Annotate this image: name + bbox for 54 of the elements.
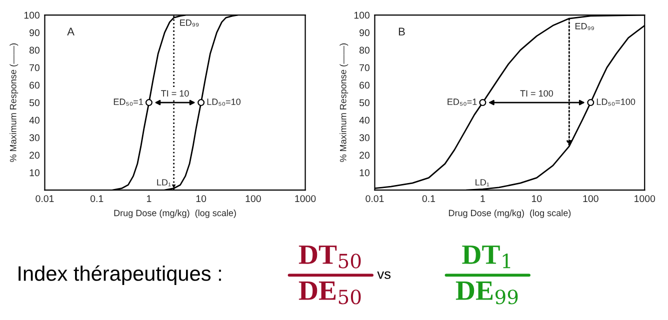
y-tick-label: 10 (360, 169, 370, 176)
text: DE$_{50}$ (298, 282, 361, 304)
x-tick-label: 0.01 (36, 195, 54, 202)
y-tick-label: 50 (29, 99, 40, 106)
y-tick-label: 20 (30, 152, 40, 159)
y-axis-title: % Maximum Response (——) (340, 43, 348, 162)
annotation: A (67, 28, 74, 36)
y-tick-label: 10 (30, 169, 40, 176)
annotation: LD₅₀=100 (596, 98, 636, 106)
text: DE$_{99}$ (456, 282, 518, 304)
x-axis-title: Drug Dose (mg/kg) (log scale) (114, 210, 236, 218)
annotation: ED₅₀=1 (114, 98, 143, 106)
y-tick-label: 30 (29, 134, 40, 142)
text: vs (377, 271, 391, 279)
y-tick-label: 40 (29, 116, 40, 124)
x-axis-title: Drug Dose (mg/kg) (log scale) (448, 210, 571, 218)
text: DT$_{50}$ (298, 246, 361, 268)
y-tick-label: 70 (360, 64, 370, 72)
x-tick-label: 100 (246, 195, 261, 202)
annotation: TI = 100 (520, 90, 554, 97)
annotation: LD₁ (157, 179, 171, 186)
y-tick-label: 50 (359, 99, 370, 106)
x-tick-label: 10 (532, 195, 542, 202)
x-tick-label: 1000 (634, 195, 656, 202)
y-tick-label: 90 (30, 29, 40, 36)
annotation: TI = 10 (161, 90, 189, 97)
y-tick-label: 80 (359, 46, 370, 54)
annotation: B (398, 28, 405, 36)
annotation: ED₉₉ (180, 20, 199, 27)
y-tick-label: 100 (24, 12, 40, 19)
annotation: LD₅₀=10 (207, 98, 241, 106)
x-tick-label: 1000 (295, 195, 316, 202)
y-tick-label: 30 (359, 134, 370, 142)
x-tick-label: 0.01 (366, 195, 384, 202)
x-tick-label: 1 (147, 195, 152, 202)
x-tick-label: 100 (583, 195, 598, 202)
y-tick-label: 60 (360, 82, 370, 89)
y-tick-label: 90 (360, 29, 370, 36)
y-tick-label: 80 (30, 46, 40, 54)
annotation: ED₅₀=1 (448, 98, 477, 106)
text: DT$_{1}$ (462, 246, 510, 268)
x-tick-label: 1 (480, 195, 485, 202)
y-tick-label: 20 (360, 152, 370, 159)
y-tick-label: 100 (354, 12, 370, 19)
y-tick-label: 70 (30, 64, 40, 72)
y-axis-title: % Maximum Response (——) (10, 43, 18, 162)
annotation: ED₉₉ (575, 23, 594, 30)
y-tick-label: 60 (30, 82, 40, 89)
x-tick-label: 0.1 (422, 195, 436, 202)
text: Index thérapeutiques : (18, 265, 221, 286)
x-tick-label: 10 (196, 195, 206, 202)
x-tick-label: 0.1 (90, 195, 104, 202)
y-tick-label: 40 (359, 116, 370, 124)
annotation: LD₁ (476, 179, 490, 186)
